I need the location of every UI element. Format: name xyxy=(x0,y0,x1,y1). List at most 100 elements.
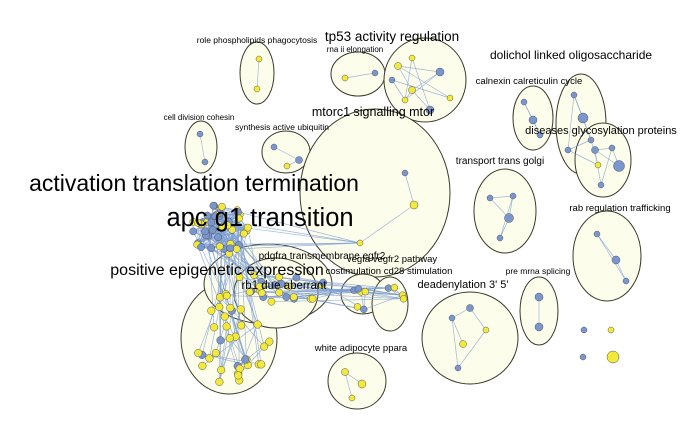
network-node[interactable] xyxy=(265,337,274,346)
network-node[interactable] xyxy=(209,201,218,210)
network-node[interactable] xyxy=(243,223,252,232)
network-node[interactable] xyxy=(197,243,205,251)
network-node[interactable] xyxy=(218,202,226,211)
network-node[interactable] xyxy=(534,292,544,302)
network-node[interactable] xyxy=(215,242,224,251)
network-node[interactable] xyxy=(214,233,222,242)
network-node[interactable] xyxy=(211,212,220,221)
network-node[interactable] xyxy=(250,271,258,280)
network-node[interactable] xyxy=(409,200,419,210)
network-node[interactable] xyxy=(201,158,209,166)
network-node[interactable] xyxy=(528,115,538,125)
network-node[interactable] xyxy=(435,67,445,77)
network-node[interactable] xyxy=(390,283,399,292)
network-node[interactable] xyxy=(341,74,349,82)
network-node[interactable] xyxy=(196,130,204,138)
cluster-white-adipocyte[interactable] xyxy=(327,352,387,410)
network-node[interactable] xyxy=(607,326,615,334)
network-node[interactable] xyxy=(285,282,293,291)
network-node[interactable] xyxy=(356,239,364,247)
network-node[interactable] xyxy=(459,340,467,348)
network-node[interactable] xyxy=(277,279,286,288)
network-node[interactable] xyxy=(240,229,248,238)
network-node[interactable] xyxy=(257,360,266,369)
network-node[interactable] xyxy=(207,218,216,227)
cluster-transport-golgi[interactable] xyxy=(473,168,537,254)
network-node[interactable] xyxy=(608,144,616,152)
cluster-role-phospholipids[interactable] xyxy=(239,41,275,105)
network-node[interactable] xyxy=(408,86,416,94)
network-node[interactable] xyxy=(222,322,231,331)
network-node[interactable] xyxy=(597,181,605,189)
network-node[interactable] xyxy=(194,219,203,227)
network-node[interactable] xyxy=(282,293,291,301)
network-node[interactable] xyxy=(198,361,207,370)
network-node[interactable] xyxy=(208,226,217,234)
network-node[interactable] xyxy=(211,348,220,358)
network-node[interactable] xyxy=(580,326,588,334)
network-node[interactable] xyxy=(425,105,435,115)
network-node[interactable] xyxy=(319,278,327,287)
network-node[interactable] xyxy=(236,305,245,314)
network-node[interactable] xyxy=(225,334,234,343)
network-node[interactable] xyxy=(255,55,263,63)
network-node[interactable] xyxy=(448,314,456,322)
network-node[interactable] xyxy=(292,273,301,282)
network-node[interactable] xyxy=(613,160,625,172)
network-node[interactable] xyxy=(308,294,317,303)
network-node[interactable] xyxy=(253,320,262,329)
network-node[interactable] xyxy=(207,244,216,253)
network-node[interactable] xyxy=(226,244,235,253)
cluster-cell-division[interactable] xyxy=(184,120,218,174)
network-node[interactable] xyxy=(371,69,379,77)
network-node[interactable] xyxy=(241,355,250,364)
network-node[interactable] xyxy=(341,368,349,376)
network-node[interactable] xyxy=(482,326,490,334)
network-node[interactable] xyxy=(215,377,224,386)
network-node[interactable] xyxy=(357,379,367,389)
network-node[interactable] xyxy=(622,277,630,285)
network-node[interactable] xyxy=(520,98,528,106)
network-node[interactable] xyxy=(504,213,514,223)
network-node[interactable] xyxy=(534,322,544,332)
network-node[interactable] xyxy=(394,62,402,70)
cluster-deadenylation[interactable] xyxy=(421,291,519,385)
network-node[interactable] xyxy=(232,245,241,253)
network-node[interactable] xyxy=(217,365,226,375)
network-node[interactable] xyxy=(348,394,356,402)
network-node[interactable] xyxy=(587,136,595,144)
network-node[interactable] xyxy=(289,293,298,301)
network-node[interactable] xyxy=(207,306,216,315)
network-node[interactable] xyxy=(235,214,243,223)
network-node[interactable] xyxy=(446,94,454,102)
network-node[interactable] xyxy=(399,295,408,303)
network-node[interactable] xyxy=(360,305,368,314)
network-node[interactable] xyxy=(216,336,225,345)
network-node[interactable] xyxy=(220,312,229,321)
network-node[interactable] xyxy=(203,211,212,220)
network-node[interactable] xyxy=(354,285,363,293)
network-node[interactable] xyxy=(205,354,214,363)
network-node[interactable] xyxy=(245,288,254,296)
network-node[interactable] xyxy=(401,169,409,177)
network-node[interactable] xyxy=(454,364,462,372)
network-node[interactable] xyxy=(509,192,517,200)
network-node[interactable] xyxy=(564,146,572,154)
cluster-costimulation[interactable] xyxy=(371,276,409,332)
network-node[interactable] xyxy=(486,194,494,202)
network-node[interactable] xyxy=(189,227,198,236)
network-node[interactable] xyxy=(275,288,284,297)
network-node[interactable] xyxy=(593,230,601,238)
network-node[interactable] xyxy=(210,323,219,332)
network-node[interactable] xyxy=(570,91,578,99)
network-node[interactable] xyxy=(260,342,269,351)
network-node[interactable] xyxy=(401,96,409,104)
network-node[interactable] xyxy=(275,273,283,281)
network-node[interactable] xyxy=(361,288,369,296)
network-node[interactable] xyxy=(235,273,244,282)
network-node[interactable] xyxy=(577,112,589,124)
network-node[interactable] xyxy=(226,303,235,312)
network-node[interactable] xyxy=(594,161,602,169)
cluster-rab-regulation[interactable] xyxy=(572,210,642,302)
network-node[interactable] xyxy=(255,282,264,291)
